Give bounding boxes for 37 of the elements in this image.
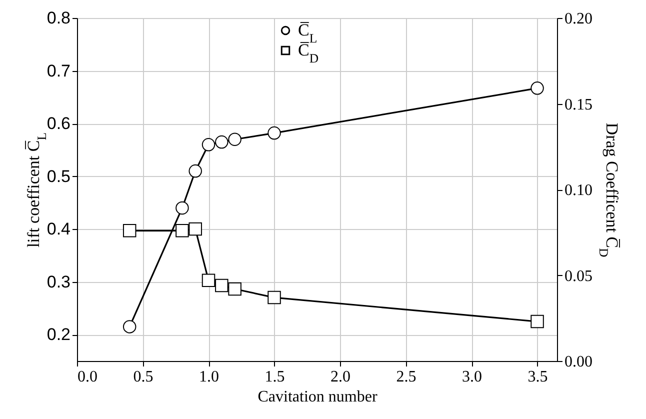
point: [202, 274, 216, 288]
point: [268, 126, 281, 140]
y2-tick-label: 0.05: [564, 268, 592, 285]
x-tick-label: 0.0: [78, 368, 98, 386]
x-tick-label: 2.5: [396, 368, 416, 386]
x-tick-label: 3.5: [528, 368, 548, 386]
y-tick-label: 0.5: [46, 166, 70, 186]
point: [215, 278, 228, 292]
point: [202, 138, 216, 152]
point: [176, 201, 189, 215]
point: [530, 314, 544, 328]
y2-tick-label: 0.15: [564, 96, 592, 114]
point: [530, 82, 544, 95]
point: [268, 290, 281, 304]
x-tick-label: 0.5: [133, 368, 154, 386]
point: [228, 132, 242, 146]
point: [215, 135, 228, 149]
x-tick-label: 3.0: [462, 368, 482, 386]
x-tick-label: 2.0: [330, 368, 351, 386]
y-tick-label: 0.6: [46, 114, 70, 134]
y2-tick-label: 0.20: [564, 10, 592, 28]
point: [122, 320, 136, 334]
point: [188, 164, 202, 178]
y2-tick-label: 0.10: [564, 182, 592, 199]
x-tick-label: 1.0: [199, 368, 220, 386]
x-axis-title: Cavitation number: [258, 388, 378, 406]
point: [176, 224, 189, 238]
point: [122, 224, 136, 238]
y-tick-label: 0.8: [46, 8, 70, 28]
y2-tick-label: 0.00: [564, 354, 592, 370]
y-tick-label: 0.7: [46, 61, 70, 80]
y-tick-label: 0.3: [46, 272, 70, 292]
x-tick-label: 1.5: [264, 368, 285, 386]
point: [188, 222, 202, 236]
y-tick-label: 0.4: [46, 220, 70, 239]
y-tick-label: 0.2: [46, 325, 70, 344]
point: [228, 282, 242, 296]
